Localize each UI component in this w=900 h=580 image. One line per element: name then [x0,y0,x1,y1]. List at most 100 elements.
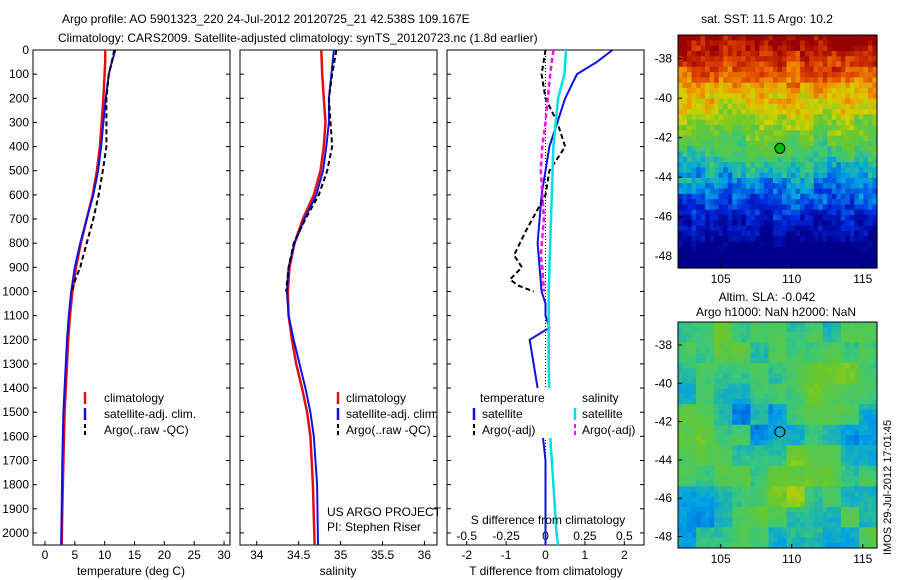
map-cell [705,130,711,137]
map-cell [840,445,846,452]
map-cell [705,419,711,426]
map-cell [872,460,878,467]
map-cell [700,352,706,359]
map-cell [768,542,774,549]
map-cell [831,393,837,400]
map-cell [795,241,801,248]
map-cell [827,424,833,431]
map-cell [768,440,774,446]
map-cell [849,429,855,436]
map-cell [813,388,819,395]
map-cell [804,77,810,84]
map-cell [718,383,724,390]
map-cell [786,193,792,200]
map-cell [736,119,742,126]
map-cell [705,542,711,549]
map-cell [854,215,860,221]
map-cell [763,409,770,416]
map-cell [745,98,751,105]
map-cell [849,363,855,369]
map-cell [736,262,742,269]
map-cell [732,98,738,105]
map-cell [786,177,792,184]
map-cell [782,512,788,518]
map-cell [732,347,738,354]
map-cell [718,352,724,359]
map-cell [754,399,761,405]
map-cell [682,246,688,253]
map-cell [759,183,765,190]
map-cell [813,506,819,513]
map-cell [705,383,711,390]
map-cell [696,527,702,534]
map-cell [867,230,874,237]
map-cell [845,491,851,498]
map-cell [714,193,720,200]
map-cell [782,435,788,441]
map-cell [768,470,774,477]
map-cell [682,114,688,121]
map-cell [827,501,833,508]
map-cell [786,82,792,89]
map-cell [696,435,702,441]
map-cell [745,262,751,269]
map-cell [763,215,770,221]
map-cell [795,481,801,487]
map-cell [786,347,792,354]
map-cell [827,486,833,493]
map-cell [840,388,846,395]
map-cell [732,393,738,400]
map-cell [732,140,738,147]
map-cell [736,77,742,84]
map-cell [777,177,783,184]
x-tick-label: 1 [582,548,589,562]
map-cell [782,82,788,89]
map-cell [750,383,756,390]
map-cell [678,114,684,121]
map-cell [795,135,801,142]
map-cell [759,470,765,477]
map-cell [786,35,792,41]
legend-climatology: climatology [104,391,164,405]
map-cell [845,45,851,52]
map-cell [809,476,815,482]
map-cell [718,409,724,416]
map-cell [804,327,810,333]
map-cell [795,246,801,253]
map-cell [709,50,715,57]
map-cell [682,435,688,441]
map-cell [763,257,770,264]
map-cell [791,440,797,446]
map-cell [800,399,806,405]
map-cell [687,522,693,529]
map-cell [867,151,874,158]
map-cell [777,506,783,513]
map-cell [754,225,761,232]
map-cell [745,257,751,264]
map-cell [831,470,837,477]
map-cell [822,450,828,457]
map-cell [763,445,770,452]
map-cell [745,496,751,503]
map-cell [863,199,869,206]
map-cell [827,130,833,137]
map-cell [736,199,742,206]
map-cell [795,199,801,206]
map-cell [786,383,792,390]
map-cell [678,419,684,426]
map-cell [745,188,751,195]
map-cell [700,130,706,137]
map-cell [741,162,747,168]
map-cell [732,77,738,84]
map-cell [782,125,788,131]
map-cell [768,363,774,369]
map-cell [750,435,756,441]
map-cell [800,140,806,147]
map-cell [854,246,860,253]
map-cell [759,135,765,142]
map-cell [700,460,706,467]
map-cell [786,50,792,57]
map-cell [795,404,801,410]
map-cell [700,363,706,369]
map-cell [840,506,846,513]
